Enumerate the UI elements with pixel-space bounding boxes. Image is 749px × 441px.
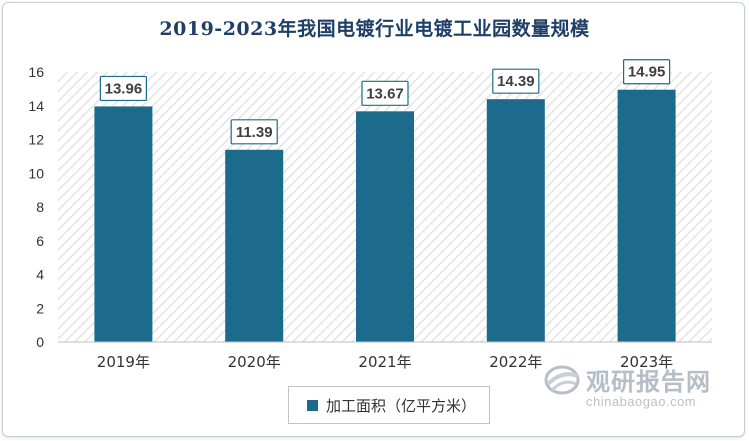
data-label-box xyxy=(99,75,148,102)
data-label: 13.67 xyxy=(366,85,404,102)
y-tick-label: 16 xyxy=(28,64,44,80)
y-tick-label: 10 xyxy=(28,165,44,181)
bar xyxy=(486,99,545,342)
data-label-box xyxy=(622,59,671,85)
legend-label: 加工面积（亿平方米） xyxy=(326,396,477,415)
data-label: 11.39 xyxy=(236,124,273,141)
data-label: 14.95 xyxy=(628,64,666,81)
y-tick-label: 6 xyxy=(36,233,44,249)
bar xyxy=(356,111,414,342)
watermark: 观研报告网 chinabaogao.com xyxy=(538,360,738,420)
x-tick-label: 2020年 xyxy=(228,353,281,371)
watermark-text-cn: 观研报告网 xyxy=(586,368,711,396)
x-tick-label: 2019年 xyxy=(97,353,150,371)
bar xyxy=(94,106,153,342)
globe-logo-icon xyxy=(544,365,580,395)
data-label-box xyxy=(361,80,409,106)
x-tick-label: 2022年 xyxy=(489,353,542,371)
y-tick-label: 14 xyxy=(28,98,44,114)
y-tick-label: 12 xyxy=(28,132,44,148)
data-label: 13.96 xyxy=(105,80,143,97)
x-tick-label: 2023年 xyxy=(620,353,673,371)
y-tick-label: 2 xyxy=(36,300,44,316)
y-tick-label: 0 xyxy=(36,334,44,350)
bar xyxy=(225,149,284,342)
watermark-text-en: chinabaogao.com xyxy=(586,394,697,409)
y-tick-label: 8 xyxy=(36,199,44,215)
data-label-box xyxy=(230,119,278,145)
data-label: 14.39 xyxy=(497,73,535,90)
data-label-box xyxy=(492,68,540,94)
chart-title: 2019-2023年我国电镀行业电镀工业园数量规模 xyxy=(159,18,590,40)
bar xyxy=(617,89,676,342)
legend-swatch xyxy=(307,399,318,411)
legend: 加工面积（亿平方米） xyxy=(288,386,490,424)
y-tick-label: 4 xyxy=(36,267,44,283)
x-tick-label: 2021年 xyxy=(358,353,411,371)
